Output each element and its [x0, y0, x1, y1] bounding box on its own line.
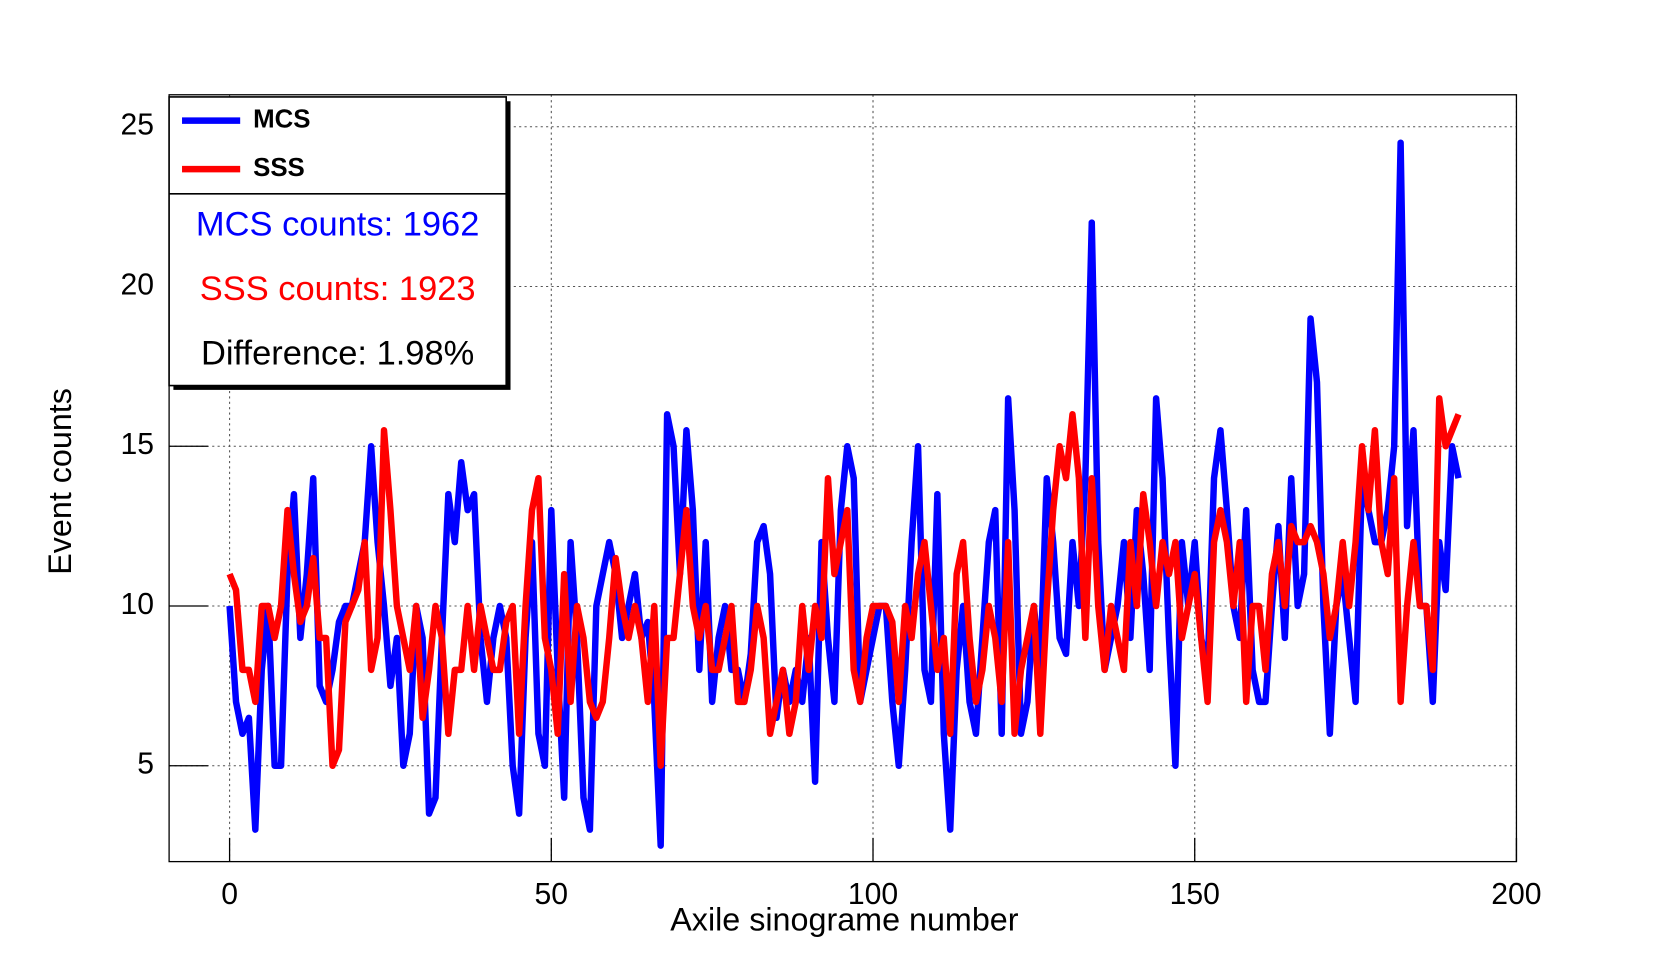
plot-frame — [168, 94, 1518, 863]
x-tick-label: 50 — [535, 878, 569, 911]
x-tick-label: 0 — [221, 878, 238, 911]
y-axis-title: Event counts — [42, 388, 78, 575]
y-tick-label: 5 — [137, 748, 154, 781]
annotation: MCS counts: 1962 — [196, 205, 479, 243]
x-tick-label: 200 — [1491, 878, 1541, 911]
x-tick-label: 150 — [1170, 878, 1220, 911]
y-tick-label: 20 — [120, 268, 154, 301]
annotation: Difference: 1.98% — [201, 335, 474, 373]
y-tick-label: 25 — [120, 109, 154, 142]
x-tick-label: 100 — [848, 878, 898, 911]
y-tick-label: 10 — [120, 588, 154, 621]
legend-box — [168, 96, 508, 387]
x-axis-title: Axile sinograme number — [670, 901, 1018, 937]
series-line — [226, 395, 1462, 769]
legend-label: MCS — [253, 105, 310, 133]
y-tick-label: 15 — [120, 428, 154, 461]
legend-label: SSS — [253, 154, 305, 182]
series-line — [226, 139, 1462, 849]
annotation: SSS counts: 1923 — [200, 270, 476, 308]
